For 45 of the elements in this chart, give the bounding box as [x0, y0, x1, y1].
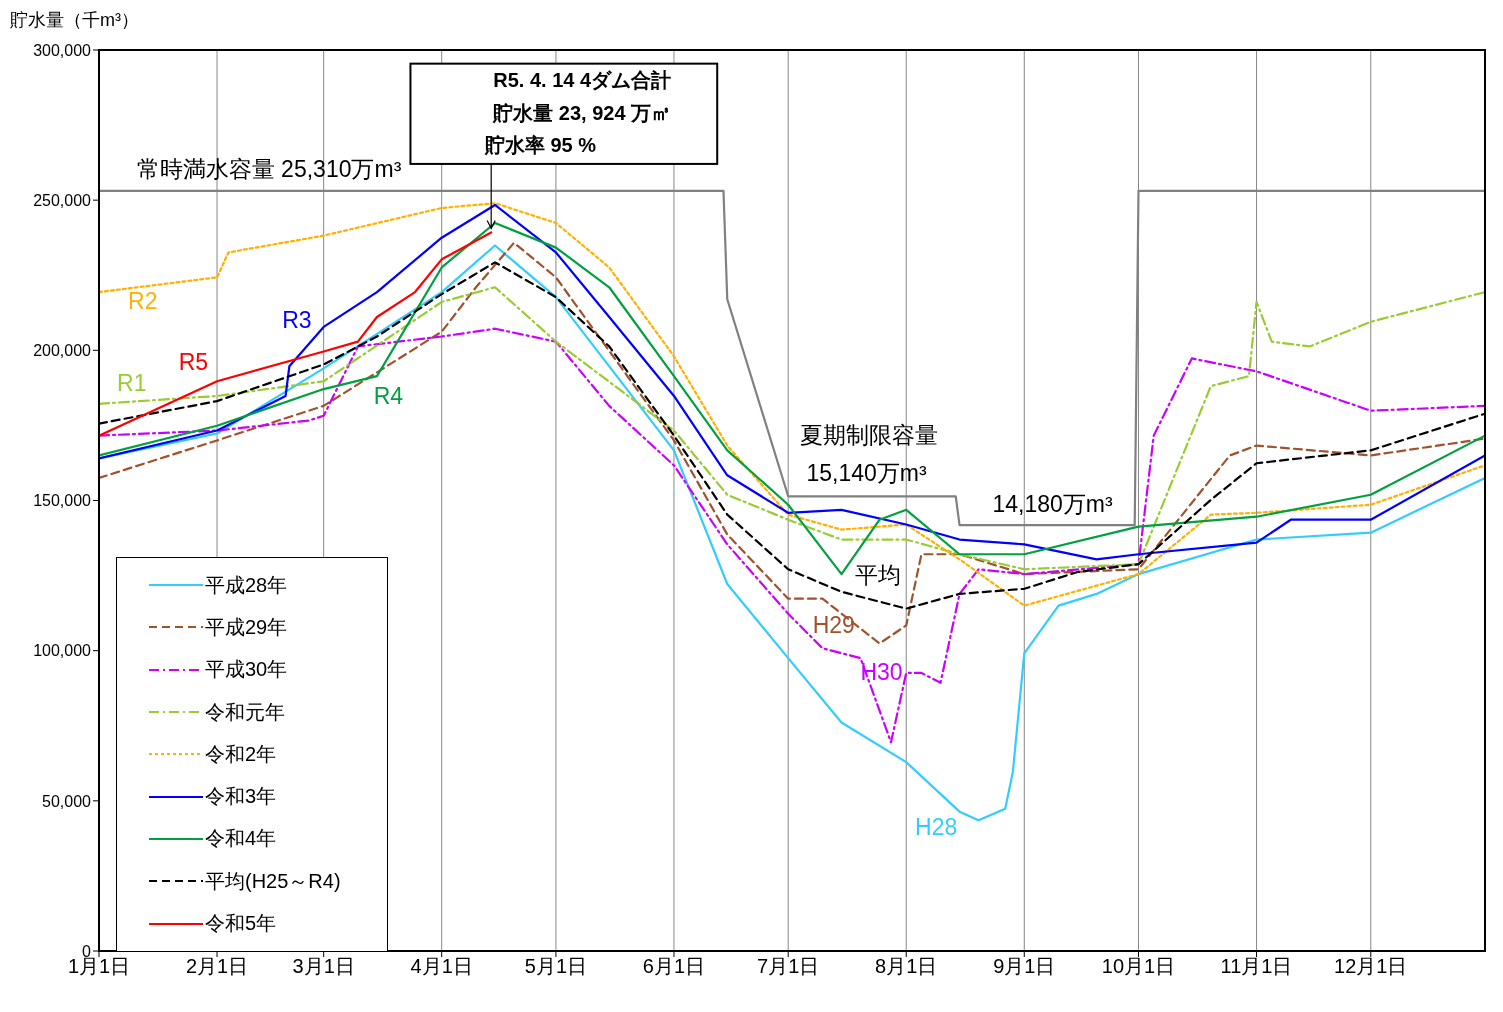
- annotation: 14,180万m³: [992, 491, 1113, 518]
- y-tick-label: 300,000: [33, 41, 92, 59]
- annotation: H29: [812, 611, 855, 638]
- legend-label: 令和3年: [205, 784, 277, 810]
- annotation: H28: [915, 814, 958, 841]
- annotation: R5: [178, 348, 209, 375]
- legend-label: 平成29年: [205, 614, 288, 640]
- y-tick-label: 250,000: [33, 191, 92, 209]
- legend-label: 平成30年: [205, 657, 288, 683]
- x-tick-label: 11月1日: [1220, 955, 1293, 978]
- annotation: R1: [117, 370, 147, 397]
- x-tick-label: 1月1日: [67, 955, 131, 978]
- y-tick-label: 150,000: [33, 492, 92, 510]
- annotation: R2: [128, 288, 158, 315]
- x-tick-label: 5月1日: [524, 955, 588, 978]
- legend-label: 令和4年: [205, 826, 277, 852]
- x-tick-label: 9月1日: [993, 955, 1056, 978]
- annotation: H30: [860, 659, 903, 686]
- legend-label: 平成28年: [205, 572, 288, 598]
- annotation: 貯水率 95 %: [483, 134, 597, 157]
- x-tick-label: 2月1日: [185, 955, 249, 978]
- x-tick-label: 12月1日: [1334, 955, 1408, 978]
- y-tick-label: 50,000: [42, 792, 92, 810]
- legend-label: 平均(H25～R4): [205, 868, 341, 894]
- annotation: 貯水量 23, 924 万㎥: [492, 101, 672, 124]
- annotation: R4: [373, 383, 404, 410]
- annotation: 夏期制限容量: [799, 421, 938, 448]
- annotation: R3: [282, 307, 312, 334]
- y-tick-label: 100,000: [33, 642, 92, 660]
- line-series: [99, 231, 493, 437]
- legend-label: 令和2年: [205, 741, 277, 767]
- annotation: 常時満水容量 25,310万m³: [136, 155, 402, 182]
- x-tick-label: 4月1日: [410, 955, 473, 978]
- y-tick-label: 200,000: [33, 342, 92, 360]
- annotation: 平均: [854, 562, 901, 589]
- annotation: R5. 4. 14 4ダム合計: [493, 68, 672, 91]
- y-axis-title: 貯水量（千m³）: [10, 9, 139, 32]
- annotation: 15,140万m³: [806, 460, 927, 487]
- x-tick-label: 8月1日: [875, 955, 938, 978]
- x-tick-label: 10月1日: [1101, 955, 1176, 978]
- x-tick-label: 3月1日: [292, 955, 355, 978]
- legend-label: 令和5年: [205, 911, 277, 936]
- x-tick-label: 7月1日: [757, 955, 820, 978]
- legend-label: 令和元年: [205, 699, 285, 725]
- x-tick-label: 6月1日: [642, 955, 706, 978]
